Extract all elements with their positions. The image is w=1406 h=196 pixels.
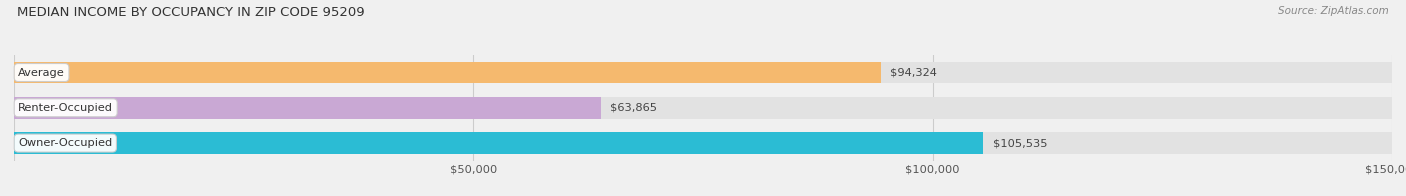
Bar bbox=[14, 97, 1392, 119]
Bar bbox=[14, 132, 983, 154]
Bar bbox=[14, 97, 600, 119]
Text: Owner-Occupied: Owner-Occupied bbox=[18, 138, 112, 148]
Text: Renter-Occupied: Renter-Occupied bbox=[18, 103, 114, 113]
Text: Source: ZipAtlas.com: Source: ZipAtlas.com bbox=[1278, 6, 1389, 16]
Text: $105,535: $105,535 bbox=[993, 138, 1047, 148]
Bar bbox=[14, 62, 880, 83]
Bar bbox=[14, 132, 1392, 154]
Text: MEDIAN INCOME BY OCCUPANCY IN ZIP CODE 95209: MEDIAN INCOME BY OCCUPANCY IN ZIP CODE 9… bbox=[17, 6, 364, 19]
Text: Average: Average bbox=[18, 67, 65, 78]
Bar bbox=[14, 62, 1392, 83]
Text: $63,865: $63,865 bbox=[610, 103, 658, 113]
Text: $94,324: $94,324 bbox=[890, 67, 936, 78]
